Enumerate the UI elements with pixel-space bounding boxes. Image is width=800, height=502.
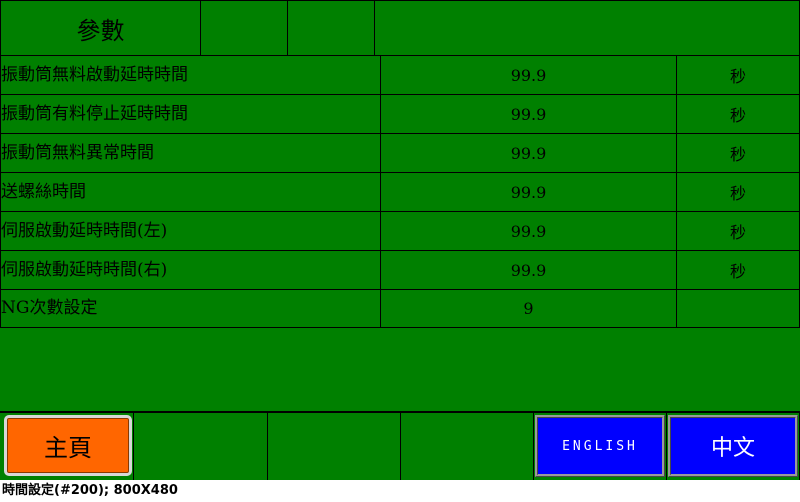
page-title: 參數: [0, 0, 201, 56]
param-unit: 秒: [677, 212, 800, 251]
param-label: 振動筒無料啟動延時時間: [0, 56, 381, 95]
param-label: 振動筒無料異常時間: [0, 134, 381, 173]
param-value-field[interactable]: 99.9: [381, 212, 677, 251]
chinese-language-button[interactable]: 中文: [668, 415, 798, 477]
footer-panel: [268, 411, 401, 480]
hmi-screen: 參數 振動筒無料啟動延時時間 99.9 秒 振動筒有料停止延時時間 99.9 秒…: [0, 0, 800, 480]
param-value-field[interactable]: 99.9: [381, 251, 677, 290]
param-row: 伺服啟動延時時間(右) 99.9 秒: [0, 251, 800, 290]
param-label: 送螺絲時間: [0, 173, 381, 212]
footer-panel: [401, 411, 534, 480]
param-value-field[interactable]: 99.9: [381, 134, 677, 173]
header-cell-empty: [375, 0, 800, 56]
status-bar-text: 時間設定(#200); 800X480: [2, 483, 178, 498]
param-unit: 秒: [677, 134, 800, 173]
param-row: 振動筒有料停止延時時間 99.9 秒: [0, 95, 800, 134]
param-unit: 秒: [677, 251, 800, 290]
param-label: NG次數設定: [0, 290, 381, 328]
header-cell-empty: [288, 0, 375, 56]
param-row: NG次數設定 9: [0, 290, 800, 328]
param-row: 送螺絲時間 99.9 秒: [0, 173, 800, 212]
param-label: 伺服啟動延時時間(左): [0, 212, 381, 251]
footer-panel: [134, 411, 268, 480]
param-row: 振動筒無料啟動延時時間 99.9 秒: [0, 56, 800, 95]
param-value-field[interactable]: 99.9: [381, 95, 677, 134]
param-row: 振動筒無料異常時間 99.9 秒: [0, 134, 800, 173]
param-value-field[interactable]: 99.9: [381, 56, 677, 95]
home-button[interactable]: 主頁: [4, 415, 132, 476]
param-unit: 秒: [677, 56, 800, 95]
param-label: 伺服啟動延時時間(右): [0, 251, 381, 290]
param-unit: 秒: [677, 95, 800, 134]
param-label: 振動筒有料停止延時時間: [0, 95, 381, 134]
param-value-field[interactable]: 9: [381, 290, 677, 328]
param-row: 伺服啟動延時時間(左) 99.9 秒: [0, 212, 800, 251]
english-language-button[interactable]: ENGLISH: [535, 415, 665, 477]
param-value-field[interactable]: 99.9: [381, 173, 677, 212]
header-cell-empty: [201, 0, 288, 56]
param-unit: 秒: [677, 173, 800, 212]
param-unit: [677, 290, 800, 328]
